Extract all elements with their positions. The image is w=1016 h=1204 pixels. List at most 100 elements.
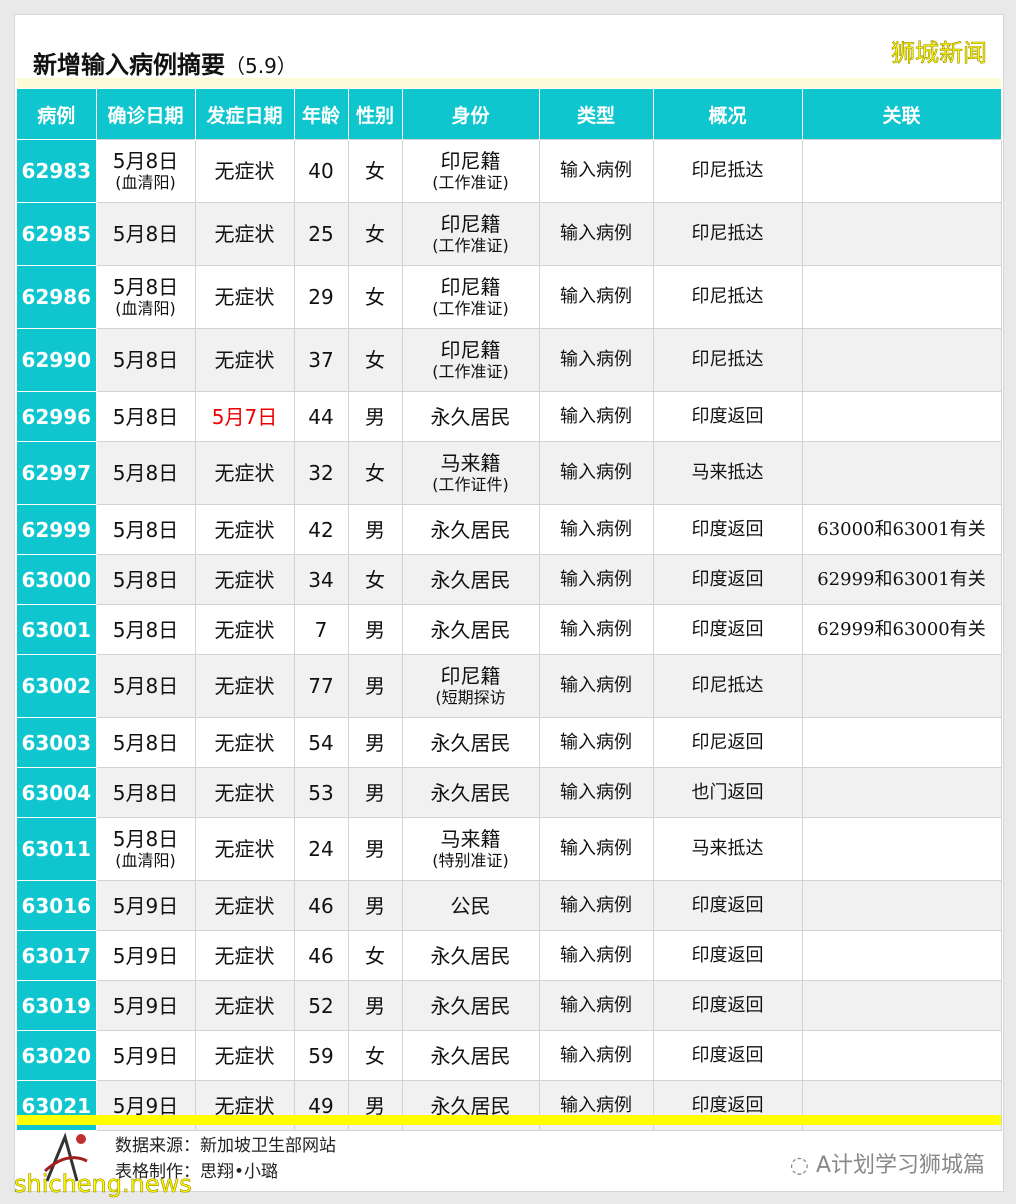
linked-cases bbox=[801, 328, 1002, 392]
summary: 马来抵达 bbox=[652, 441, 803, 505]
table-row: 62997 5月8日 无症状 32 女马来籍 (工作证件) 输入病例 马来抵达 bbox=[17, 441, 1002, 505]
table-row: 62986 5月8日 (血清阳) 无症状 29 女印尼籍 (工作准证) 输入病例 印尼抵达 bbox=[17, 265, 1002, 329]
table-row: 62999 5月8日 无症状 42 男永久居民 输入病例 印度返回 63000和63001有关 bbox=[17, 504, 1002, 555]
identity: 印尼籍 (工作准证) bbox=[401, 139, 540, 203]
case-type: 输入病例 bbox=[538, 930, 654, 981]
confirm-date: 5月9日 bbox=[95, 1030, 196, 1081]
summary: 印度返回 bbox=[652, 554, 803, 605]
summary: 印度返回 bbox=[652, 880, 803, 931]
case-id: 62996 bbox=[17, 391, 97, 442]
summary: 印度返回 bbox=[652, 1030, 803, 1081]
column-header: 类型 bbox=[539, 89, 654, 140]
column-header: 年龄 bbox=[294, 89, 349, 140]
confirm-date: 5月8日 bbox=[95, 767, 196, 818]
case-type: 输入病例 bbox=[538, 441, 654, 505]
age: 44 bbox=[293, 391, 349, 442]
footer-credits: 数据来源：新加坡卫生部网站 表格制作：思翔•小璐 bbox=[115, 1133, 336, 1185]
confirm-date: 5月8日 bbox=[95, 604, 196, 655]
table-row: 63016 5月9日 无症状 46 男公民 输入病例 印度返回 bbox=[17, 880, 1002, 931]
case-type: 输入病例 bbox=[538, 880, 654, 931]
onset-date: 无症状 bbox=[194, 554, 295, 605]
age: 25 bbox=[293, 202, 349, 266]
onset-date: 无症状 bbox=[194, 817, 295, 881]
case-type: 输入病例 bbox=[538, 202, 654, 266]
onset-date: 无症状 bbox=[194, 328, 295, 392]
brand-watermark: 狮城新闻 bbox=[891, 39, 988, 68]
confirm-date: 5月8日 bbox=[95, 654, 196, 718]
summary: 印度返回 bbox=[652, 504, 803, 555]
summary: 印尼返回 bbox=[652, 717, 803, 768]
sex: 女 bbox=[347, 930, 403, 981]
table-maker: 表格制作：思翔•小璐 bbox=[115, 1162, 279, 1182]
linked-cases: 62999和63001有关 bbox=[801, 554, 1002, 605]
sex: 男 bbox=[347, 817, 403, 881]
summary: 印度返回 bbox=[652, 391, 803, 442]
sex: 男 bbox=[347, 767, 403, 818]
case-id: 63017 bbox=[17, 930, 97, 981]
table-row: 63020 5月9日 无症状 59 女永久居民 输入病例 印度返回 bbox=[17, 1030, 1002, 1081]
summary: 马来抵达 bbox=[652, 817, 803, 881]
summary: 印尼抵达 bbox=[652, 328, 803, 392]
logo-icon bbox=[43, 1132, 88, 1182]
title-divider bbox=[17, 78, 1001, 88]
case-type: 输入病例 bbox=[538, 504, 654, 555]
age: 59 bbox=[293, 1030, 349, 1081]
table-row: 62990 5月8日 无症状 37 女印尼籍 (工作准证) 输入病例 印尼抵达 bbox=[17, 328, 1002, 392]
case-id: 62985 bbox=[17, 202, 97, 266]
summary: 印度返回 bbox=[652, 604, 803, 655]
sex: 男 bbox=[347, 654, 403, 718]
linked-cases bbox=[801, 265, 1002, 329]
linked-cases bbox=[801, 717, 1002, 768]
age: 40 bbox=[293, 139, 349, 203]
linked-cases: 62999和63000有关 bbox=[801, 604, 1002, 655]
page-title: 新增输入病例摘要（5.9） bbox=[33, 51, 297, 79]
identity: 永久居民 bbox=[401, 717, 540, 768]
confirm-date: 5月8日 bbox=[95, 391, 196, 442]
summary: 印尼抵达 bbox=[652, 265, 803, 329]
summary: 印尼抵达 bbox=[652, 202, 803, 266]
column-header: 病例 bbox=[17, 89, 97, 140]
age: 37 bbox=[293, 328, 349, 392]
linked-cases bbox=[801, 441, 1002, 505]
case-id: 63011 bbox=[17, 817, 97, 881]
age: 34 bbox=[293, 554, 349, 605]
summary: 印尼抵达 bbox=[652, 139, 803, 203]
confirm-date: 5月8日 (血清阳) bbox=[95, 139, 196, 203]
sex: 女 bbox=[347, 554, 403, 605]
age: 29 bbox=[293, 265, 349, 329]
confirm-date: 5月8日 bbox=[95, 328, 196, 392]
identity: 永久居民 bbox=[401, 1030, 540, 1081]
table-row: 63011 5月8日 (血清阳) 无症状 24 男马来籍 (特别准证) 输入病例 马来抵达 bbox=[17, 817, 1002, 881]
case-type: 输入病例 bbox=[538, 139, 654, 203]
linked-cases bbox=[801, 202, 1002, 266]
footer-divider bbox=[17, 1115, 1001, 1125]
age: 24 bbox=[293, 817, 349, 881]
onset-date: 无症状 bbox=[194, 202, 295, 266]
linked-cases bbox=[801, 930, 1002, 981]
table-row: 62985 5月8日 无症状 25 女印尼籍 (工作准证) 输入病例 印尼抵达 bbox=[17, 202, 1002, 266]
confirm-date: 5月9日 bbox=[95, 880, 196, 931]
linked-cases bbox=[801, 767, 1002, 818]
identity: 马来籍 (特别准证) bbox=[401, 817, 540, 881]
onset-date: 无症状 bbox=[194, 504, 295, 555]
table-row: 62996 5月8日 5月7日 44 男永久居民 输入病例 印度返回 bbox=[17, 391, 1002, 442]
summary: 也门返回 bbox=[652, 767, 803, 818]
identity: 印尼籍 (工作准证) bbox=[401, 265, 540, 329]
table-row: 63000 5月8日 无症状 34 女永久居民 输入病例 印度返回 62999和63001有关 bbox=[17, 554, 1002, 605]
identity: 永久居民 bbox=[401, 980, 540, 1031]
age: 53 bbox=[293, 767, 349, 818]
identity: 永久居民 bbox=[401, 391, 540, 442]
identity: 公民 bbox=[401, 880, 540, 931]
onset-date: 无症状 bbox=[194, 717, 295, 768]
case-id: 62986 bbox=[17, 265, 97, 329]
age: 46 bbox=[293, 880, 349, 931]
column-header: 性别 bbox=[348, 89, 403, 140]
linked-cases bbox=[801, 817, 1002, 881]
table-row: 63001 5月8日 无症状 7 男永久居民 输入病例 印度返回 62999和63000有关 bbox=[17, 604, 1002, 655]
site-watermark: shicheng.news bbox=[14, 1170, 192, 1199]
linked-cases: 63000和63001有关 bbox=[801, 504, 1002, 555]
case-id: 62999 bbox=[17, 504, 97, 555]
onset-date: 无症状 bbox=[194, 654, 295, 718]
age: 54 bbox=[293, 717, 349, 768]
summary: 印尼抵达 bbox=[652, 654, 803, 718]
